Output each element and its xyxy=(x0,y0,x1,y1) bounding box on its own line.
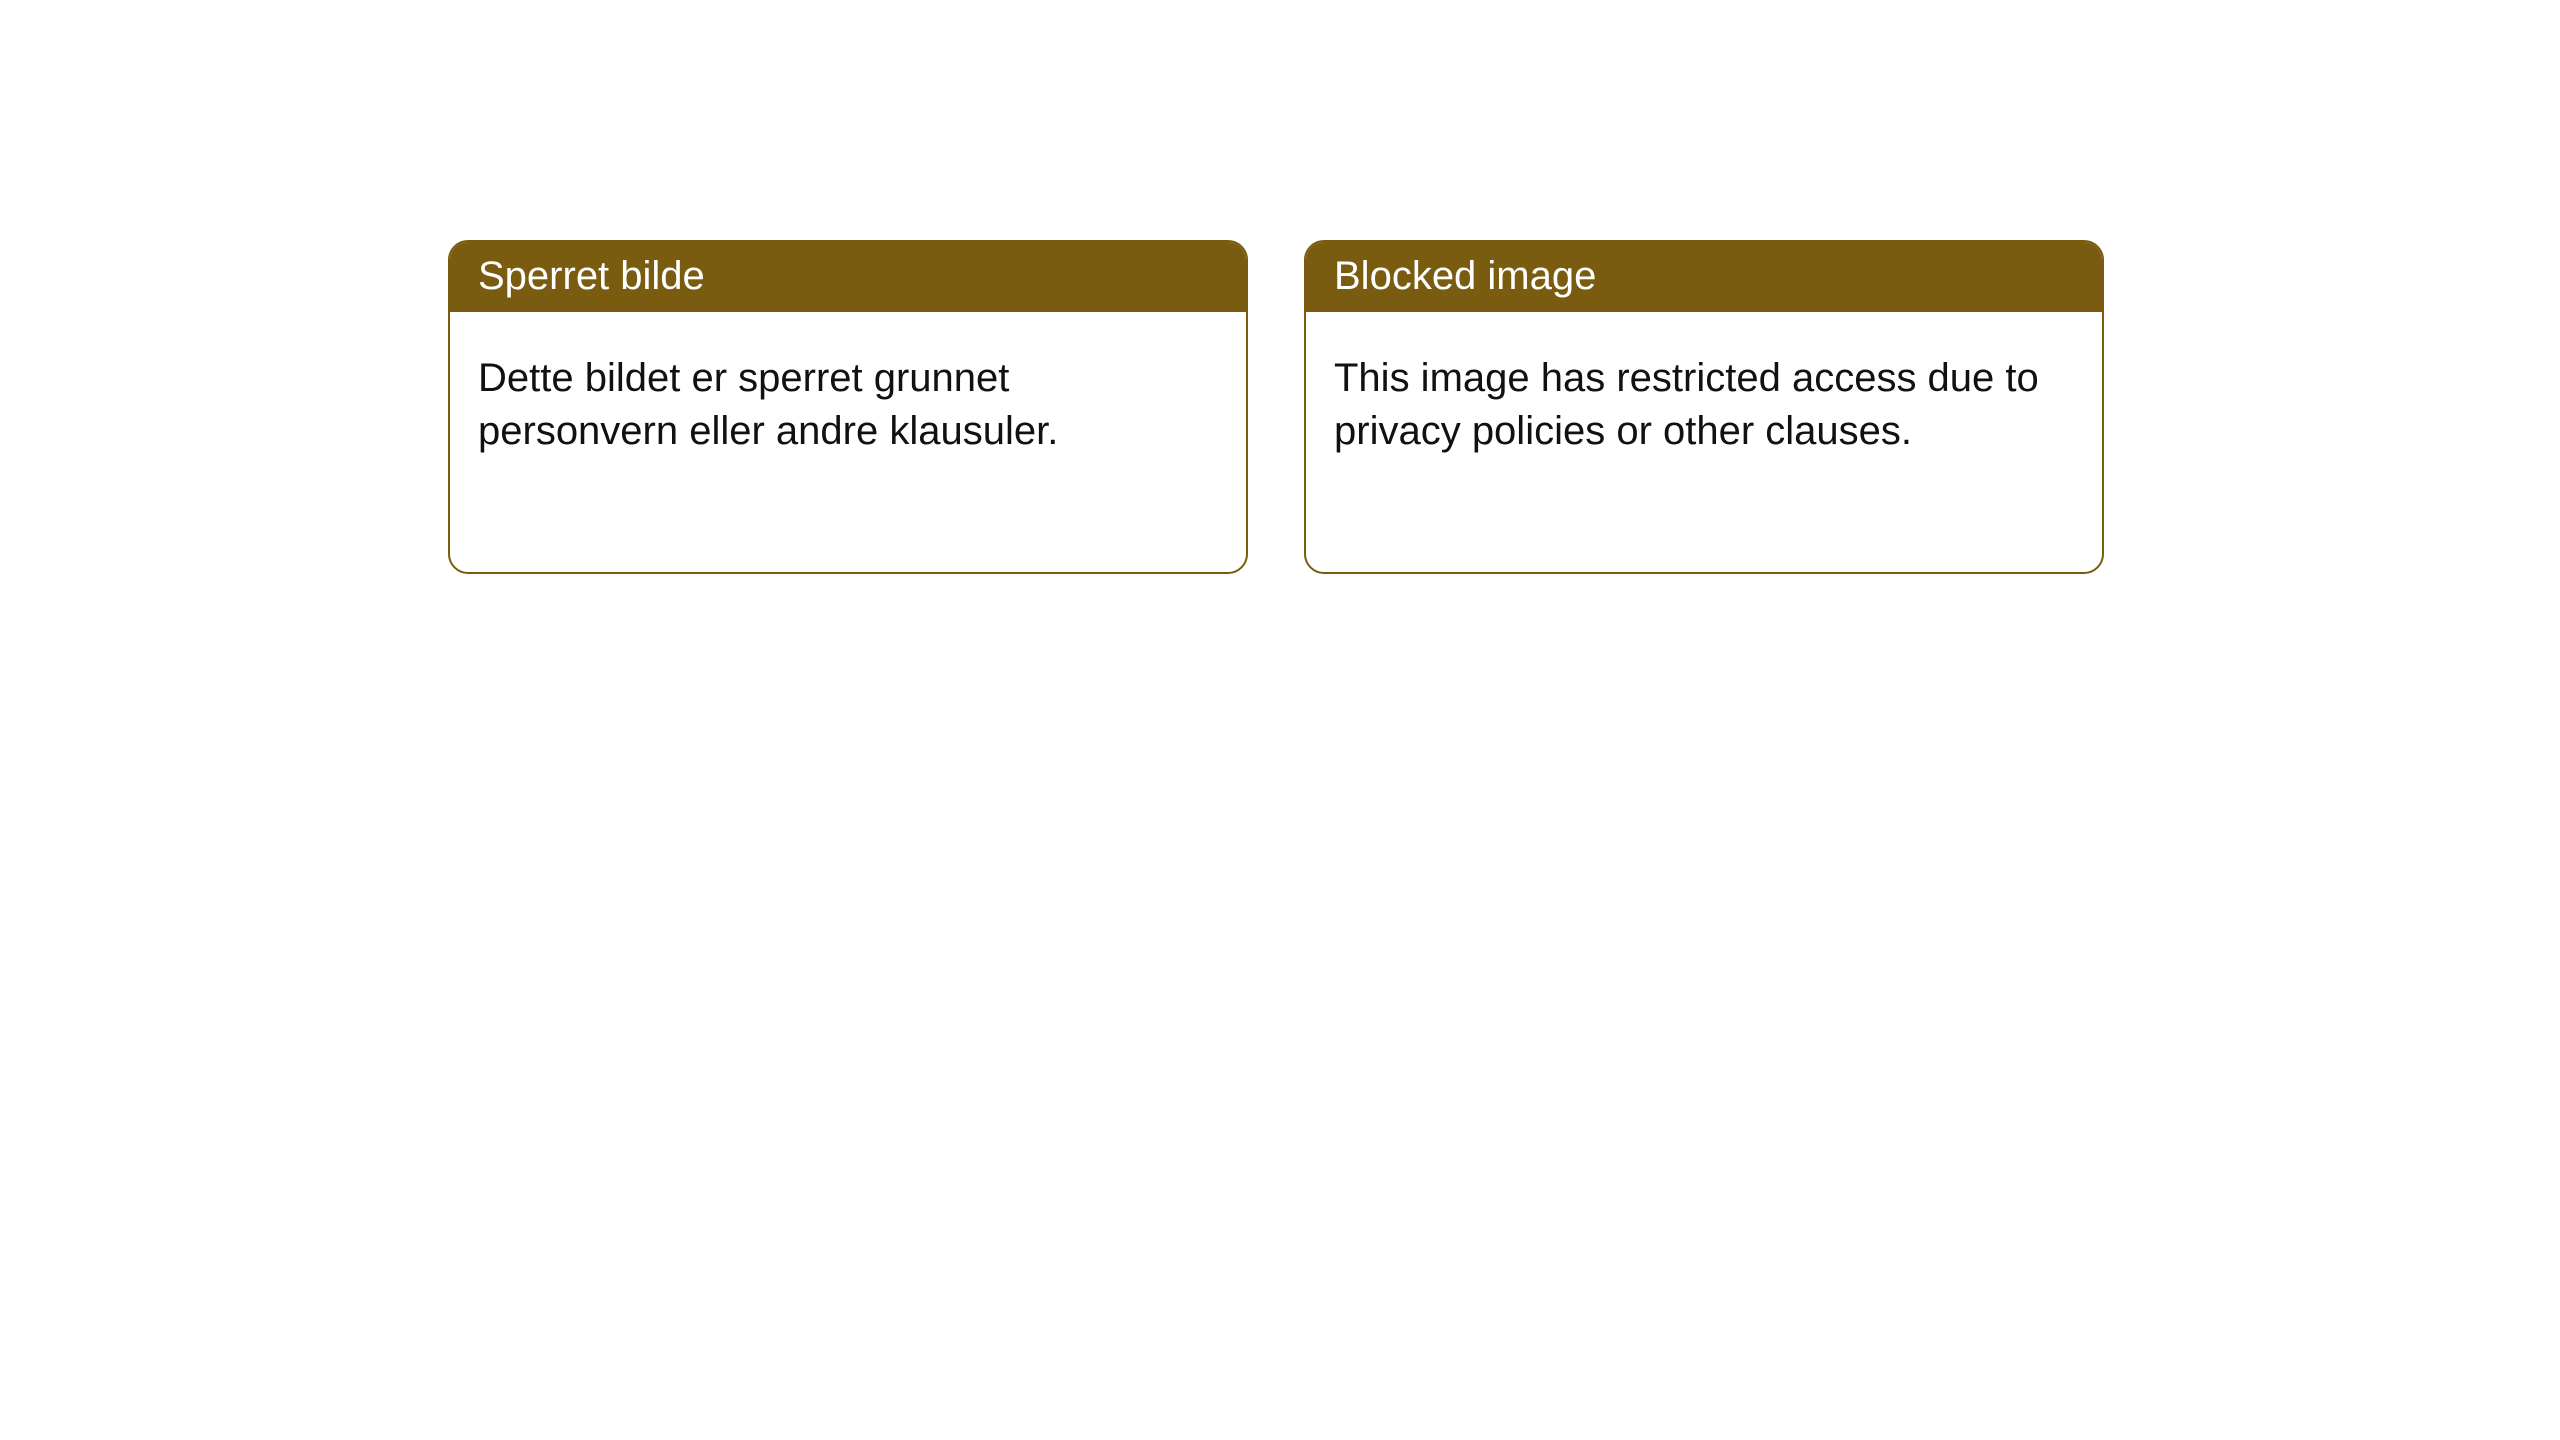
card-body: This image has restricted access due to … xyxy=(1306,312,2102,572)
card-body-text: Dette bildet er sperret grunnet personve… xyxy=(478,356,1058,453)
card-body: Dette bildet er sperret grunnet personve… xyxy=(450,312,1246,572)
notice-card-norwegian: Sperret bilde Dette bildet er sperret gr… xyxy=(448,240,1248,574)
card-header: Blocked image xyxy=(1306,242,2102,312)
card-title: Blocked image xyxy=(1334,254,1596,298)
card-body-text: This image has restricted access due to … xyxy=(1334,356,2039,453)
notice-card-english: Blocked image This image has restricted … xyxy=(1304,240,2104,574)
notice-cards-container: Sperret bilde Dette bildet er sperret gr… xyxy=(448,240,2104,574)
card-title: Sperret bilde xyxy=(478,254,705,298)
card-header: Sperret bilde xyxy=(450,242,1246,312)
